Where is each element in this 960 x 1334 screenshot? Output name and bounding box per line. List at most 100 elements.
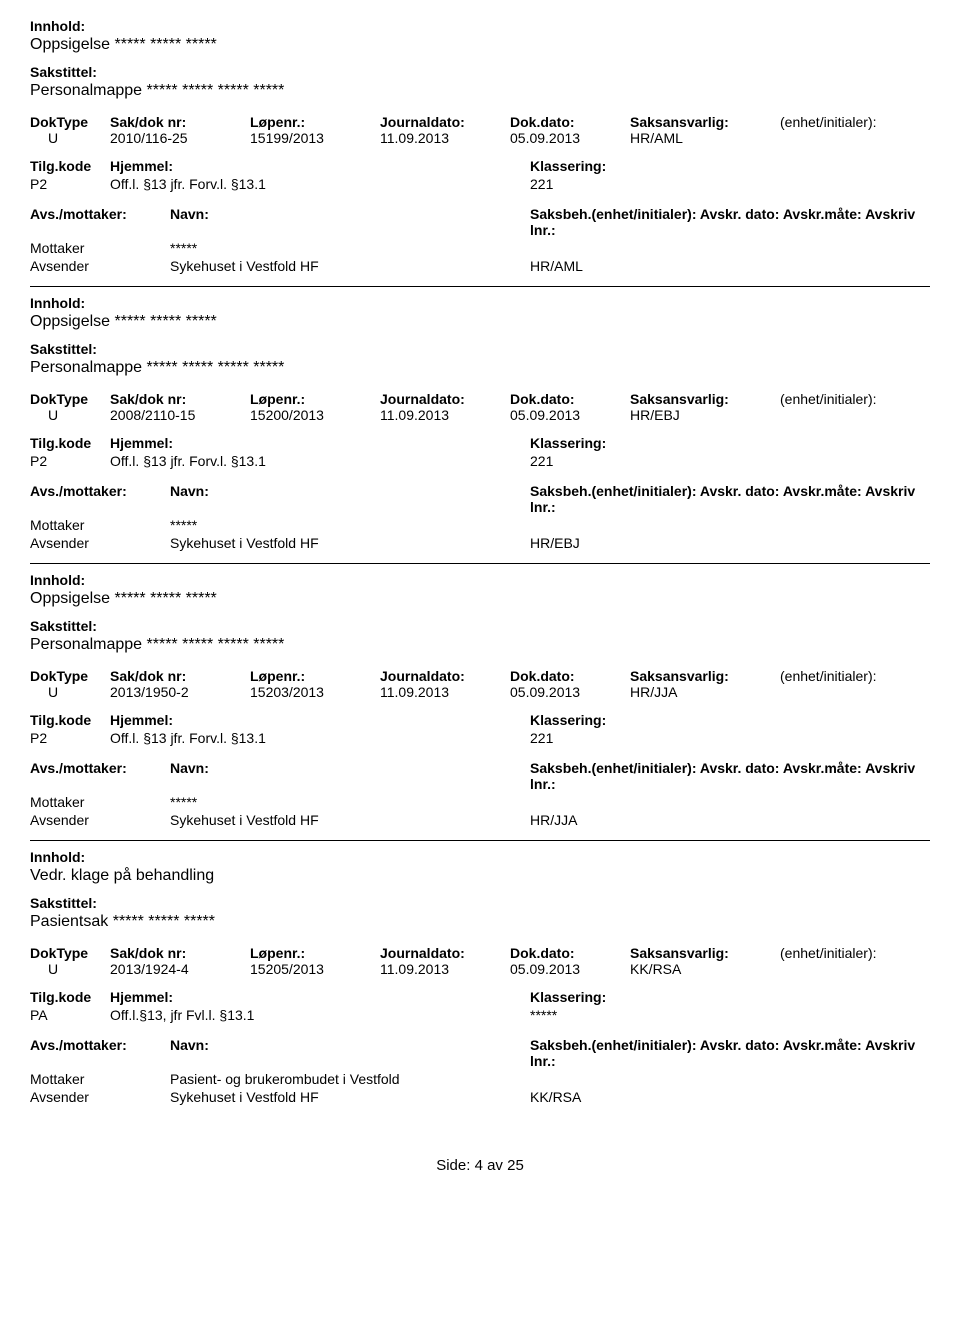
tilgkode-value: P2 (30, 453, 110, 469)
innhold-value: Vedr. klage på behandling (30, 867, 930, 885)
sakdok-header: Sak/dok nr: (110, 945, 250, 961)
hjemmel-value: Off.l. §13 jfr. Forv.l. §13.1 (110, 730, 530, 746)
klassering-value: ***** (530, 1007, 930, 1023)
avsender-label: Avsender (30, 258, 170, 274)
lopenr-header: Løpenr.: (250, 391, 380, 407)
avsender-label: Avsender (30, 535, 170, 551)
sakstittel-value: Personalmappe ***** ***** ***** ***** (30, 82, 930, 100)
tilgkode-header: Tilg.kode (30, 989, 110, 1005)
saksbeh-header: Saksbeh.(enhet/initialer): Avskr. dato: … (530, 483, 930, 515)
avsmottaker-header: Avs./mottaker: (30, 483, 170, 515)
dokdato-value: 05.09.2013 (510, 407, 630, 423)
klassering-header: Klassering: (530, 158, 930, 174)
sakdok-header: Sak/dok nr: (110, 114, 250, 130)
innhold-label: Innhold: (30, 295, 930, 311)
saksbeh-header: Saksbeh.(enhet/initialer): Avskr. dato: … (530, 206, 930, 238)
tilgkode-header: Tilg.kode (30, 435, 110, 451)
lopenr-value: 15200/2013 (250, 407, 380, 423)
dokdato-header: Dok.dato: (510, 114, 630, 130)
journal-record: Innhold: Oppsigelse ***** ***** ***** Sa… (30, 286, 930, 563)
avsmottaker-header: Avs./mottaker: (30, 1037, 170, 1069)
innhold-label: Innhold: (30, 849, 930, 865)
enhet-header: (enhet/initialer): (780, 114, 930, 130)
lopenr-value: 15203/2013 (250, 684, 380, 700)
klassering-header: Klassering: (530, 989, 930, 1005)
saksbeh-header: Saksbeh.(enhet/initialer): Avskr. dato: … (530, 1037, 930, 1069)
journal-record: Innhold: Vedr. klage på behandling Sakst… (30, 840, 930, 1117)
klassering-value: 221 (530, 730, 930, 746)
saksbeh-header: Saksbeh.(enhet/initialer): Avskr. dato: … (530, 760, 930, 792)
enhet-header: (enhet/initialer): (780, 391, 930, 407)
mottaker-code (530, 794, 930, 810)
avsender-name: Sykehuset i Vestfold HF (170, 535, 530, 551)
navn-header: Navn: (170, 206, 530, 238)
sakdok-value: 2013/1950-2 (110, 684, 250, 700)
navn-header: Navn: (170, 483, 530, 515)
journal-record: Innhold: Oppsigelse ***** ***** ***** Sa… (30, 10, 930, 286)
klassering-value: 221 (530, 176, 930, 192)
lopenr-value: 15199/2013 (250, 130, 380, 146)
journaldato-header: Journaldato: (380, 391, 510, 407)
mottaker-label: Mottaker (30, 1071, 170, 1087)
doktype-header: DokType (30, 391, 110, 407)
enhet-header: (enhet/initialer): (780, 945, 930, 961)
mottaker-name: Pasient- og brukerombudet i Vestfold (170, 1071, 530, 1087)
sakstittel-label: Sakstittel: (30, 341, 930, 357)
journaldato-value: 11.09.2013 (380, 407, 510, 423)
saksansvarlig-value: HR/JJA (630, 684, 780, 700)
records-container: Innhold: Oppsigelse ***** ***** ***** Sa… (30, 10, 930, 1117)
sakdok-header: Sak/dok nr: (110, 668, 250, 684)
sakdok-value: 2010/116-25 (110, 130, 250, 146)
avsmottaker-header: Avs./mottaker: (30, 760, 170, 792)
sakstittel-label: Sakstittel: (30, 895, 930, 911)
hjemmel-value: Off.l. §13 jfr. Forv.l. §13.1 (110, 176, 530, 192)
sakdok-header: Sak/dok nr: (110, 391, 250, 407)
avsender-code: HR/EBJ (530, 535, 930, 551)
lopenr-header: Løpenr.: (250, 668, 380, 684)
innhold-value: Oppsigelse ***** ***** ***** (30, 36, 930, 54)
tilgkode-header: Tilg.kode (30, 158, 110, 174)
tilgkode-value: PA (30, 1007, 110, 1023)
sakstittel-value: Personalmappe ***** ***** ***** ***** (30, 636, 930, 654)
lopenr-header: Løpenr.: (250, 945, 380, 961)
avsender-name: Sykehuset i Vestfold HF (170, 1089, 530, 1105)
doktype-value: U (30, 130, 110, 146)
dokdato-header: Dok.dato: (510, 668, 630, 684)
mottaker-code (530, 517, 930, 533)
hjemmel-value: Off.l. §13 jfr. Forv.l. §13.1 (110, 453, 530, 469)
journaldato-header: Journaldato: (380, 668, 510, 684)
innhold-value: Oppsigelse ***** ***** ***** (30, 313, 930, 331)
klassering-header: Klassering: (530, 712, 930, 728)
hjemmel-header: Hjemmel: (110, 712, 530, 728)
page-footer: Side: 4 av 25 (30, 1157, 930, 1174)
innhold-value: Oppsigelse ***** ***** ***** (30, 590, 930, 608)
avsender-label: Avsender (30, 812, 170, 828)
saksansvarlig-value: HR/EBJ (630, 407, 780, 423)
mottaker-label: Mottaker (30, 794, 170, 810)
saksansvarlig-header: Saksansvarlig: (630, 668, 780, 684)
doktype-value: U (30, 961, 110, 977)
doktype-value: U (30, 684, 110, 700)
innhold-label: Innhold: (30, 572, 930, 588)
saksansvarlig-header: Saksansvarlig: (630, 945, 780, 961)
innhold-label: Innhold: (30, 18, 930, 34)
mottaker-name: ***** (170, 517, 530, 533)
doktype-value: U (30, 407, 110, 423)
sakdok-value: 2008/2110-15 (110, 407, 250, 423)
saksansvarlig-value: HR/AML (630, 130, 780, 146)
navn-header: Navn: (170, 760, 530, 792)
journaldato-value: 11.09.2013 (380, 961, 510, 977)
avsender-code: HR/JJA (530, 812, 930, 828)
journaldato-value: 11.09.2013 (380, 684, 510, 700)
mottaker-label: Mottaker (30, 517, 170, 533)
sakstittel-value: Personalmappe ***** ***** ***** ***** (30, 359, 930, 377)
lopenr-value: 15205/2013 (250, 961, 380, 977)
mottaker-name: ***** (170, 794, 530, 810)
klassering-header: Klassering: (530, 435, 930, 451)
hjemmel-header: Hjemmel: (110, 158, 530, 174)
enhet-header: (enhet/initialer): (780, 668, 930, 684)
avsmottaker-header: Avs./mottaker: (30, 206, 170, 238)
journaldato-value: 11.09.2013 (380, 130, 510, 146)
hjemmel-header: Hjemmel: (110, 435, 530, 451)
dokdato-value: 05.09.2013 (510, 684, 630, 700)
